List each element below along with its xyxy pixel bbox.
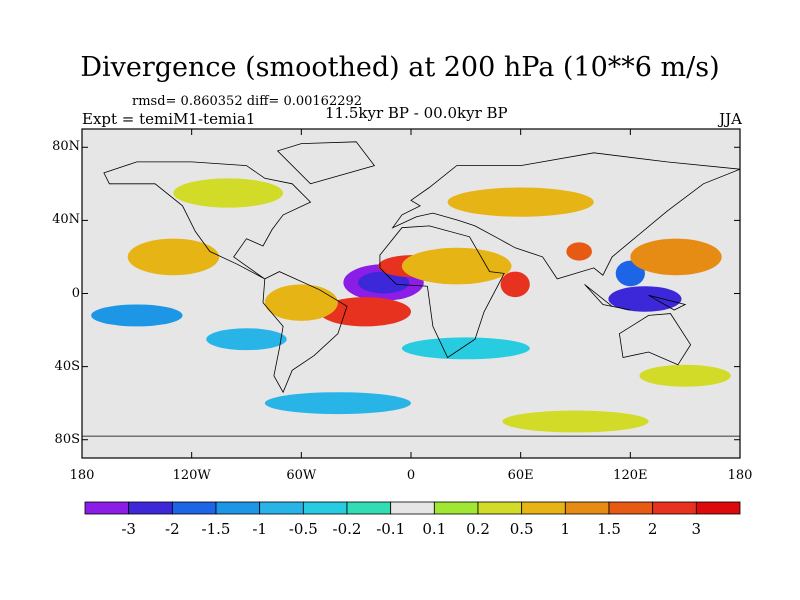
y-tick-label: 80S (54, 431, 80, 447)
colorbar-label: -1.5 (201, 520, 231, 538)
season-label: JJA (719, 110, 742, 128)
colorbar-label: 1.5 (597, 520, 621, 538)
colorbar-label: -2 (165, 520, 180, 538)
coastline-7 (648, 294, 687, 311)
coastline-5 (276, 141, 376, 185)
y-tick-label: 80N (52, 139, 80, 155)
experiment-label: Expt = temiM1-temia1 (82, 110, 256, 128)
contour-region-7 (566, 242, 592, 261)
x-tick-label: 120E (613, 468, 648, 483)
contour-region-12 (91, 304, 183, 327)
colorbar-swatch (608, 501, 654, 515)
coastline-1 (262, 271, 348, 394)
colorbar-label: -3 (121, 520, 136, 538)
coastline-6 (584, 284, 631, 311)
y-tick-label: 40N (52, 212, 80, 228)
contour-region-2 (608, 286, 682, 312)
contour-region-19 (502, 410, 649, 433)
coastline-3 (391, 152, 740, 280)
colorbar-label: 1 (560, 520, 571, 538)
x-tick-label: 180 (727, 468, 753, 483)
contour-region-15 (173, 178, 284, 208)
colorbar-swatch (346, 501, 392, 515)
colorbar-swatch (215, 501, 261, 515)
y-tick-label: 0 (71, 285, 80, 301)
colorbar-swatch (521, 501, 566, 515)
chart-title: Divergence (smoothed) at 200 hPa (10**6 … (80, 52, 720, 83)
contour-region-8 (127, 238, 220, 276)
coastline-2 (379, 225, 505, 359)
contour-region-10 (630, 238, 722, 276)
colorbar-label: 2 (647, 520, 658, 538)
contour-region-16 (447, 187, 594, 217)
contour-region-18 (264, 392, 411, 415)
coastline-layer (82, 141, 740, 458)
contour-region-13 (206, 328, 287, 351)
coastline-8 (82, 435, 740, 458)
axis-ticks (81, 129, 741, 458)
colorbar-swatch (433, 501, 479, 515)
colorbar-label: -0.5 (288, 520, 318, 538)
colorbar-swatch (652, 501, 697, 515)
contour-fill-layer (91, 178, 731, 433)
colorbar-swatch (477, 501, 523, 515)
colorbar-label: -0.2 (332, 520, 362, 538)
colorbar-label: 0.1 (422, 520, 447, 538)
contour-region-9 (264, 284, 338, 321)
coastline-0 (103, 161, 312, 280)
colorbar-swatch (390, 501, 435, 515)
period-label: 11.5kyr BP - 00.0kyr BP (325, 104, 508, 122)
x-tick-label: 60E (507, 468, 534, 483)
colorbar-label: 0.5 (509, 520, 534, 538)
stats-line: rmsd= 0.860352 diff= 0.00162292 (132, 94, 363, 109)
colorbar-label: 3 (691, 520, 702, 538)
contour-region-3 (615, 260, 645, 287)
contour-region-11 (401, 247, 512, 285)
contour-region-6 (500, 271, 530, 298)
x-tick-label: 180 (69, 468, 95, 483)
x-tick-label: 120W (172, 468, 211, 483)
colorbar-label: 0.2 (466, 520, 490, 538)
colorbar-swatch (84, 501, 130, 515)
colorbar-swatch (259, 501, 304, 515)
contour-region-14 (401, 337, 530, 360)
colorbar-swatch (695, 501, 741, 515)
colorbar-label: -0.1 (376, 520, 406, 538)
colorbar-swatch (128, 501, 173, 515)
colorbar (84, 501, 741, 515)
contour-region-17 (639, 364, 731, 387)
colorbar-label: -1 (252, 520, 267, 538)
x-tick-label: 0 (406, 468, 416, 483)
colorbar-swatch (564, 501, 610, 515)
x-tick-label: 60W (286, 468, 317, 483)
colorbar-swatch (171, 501, 217, 515)
coastline-4 (618, 313, 692, 366)
colorbar-swatch (302, 501, 348, 515)
contour-region-1 (357, 271, 410, 294)
y-tick-label: 40S (54, 358, 80, 374)
